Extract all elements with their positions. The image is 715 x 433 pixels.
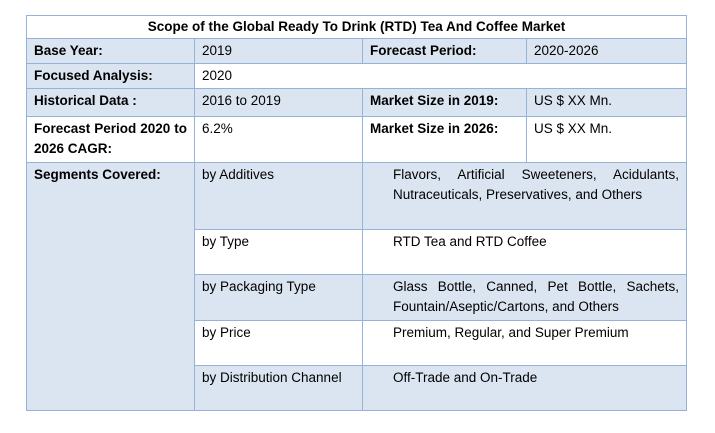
cell: by Packaging Type: [194, 274, 363, 321]
cell: Focused Analysis:: [26, 63, 195, 89]
cell: by Distribution Channel: [194, 365, 363, 411]
cell: Premium, Regular, and Super Premium: [361, 320, 688, 366]
cell: 2020: [193, 63, 688, 89]
cell: US $ XX Mn.: [525, 116, 688, 163]
cell: RTD Tea and RTD Coffee: [361, 229, 688, 275]
cell: Off-Trade and On-Trade: [361, 365, 688, 411]
cell: 2020-2026: [525, 38, 688, 64]
scope-table: Scope of the Global Ready To Drink (RTD)…: [25, 15, 688, 411]
cell: Forecast Period 2020 to 2026 CAGR:: [26, 116, 195, 163]
cell: by Additives: [194, 162, 363, 230]
cell: by Type: [194, 229, 363, 275]
cell: 6.2%: [194, 116, 363, 163]
cell: Forecast Period:: [362, 38, 527, 64]
cell: 2016 to 2019: [194, 88, 363, 117]
cell: Segments Covered:: [26, 162, 195, 411]
cell: US $ XX Mn.: [525, 88, 688, 117]
cell: Flavors, Artificial Sweeteners, Acidulan…: [361, 162, 688, 230]
cell: Base Year:: [26, 38, 195, 64]
cell: 2019: [194, 38, 363, 64]
cell: by Price: [194, 320, 363, 366]
cell: Glass Bottle, Canned, Pet Bottle, Sachet…: [361, 274, 688, 321]
cell: Market Size in 2019:: [362, 88, 527, 117]
cell: Historical Data :: [26, 88, 195, 117]
table-title: Scope of the Global Ready To Drink (RTD)…: [25, 15, 688, 39]
cell: Market Size in 2026:: [362, 116, 527, 163]
